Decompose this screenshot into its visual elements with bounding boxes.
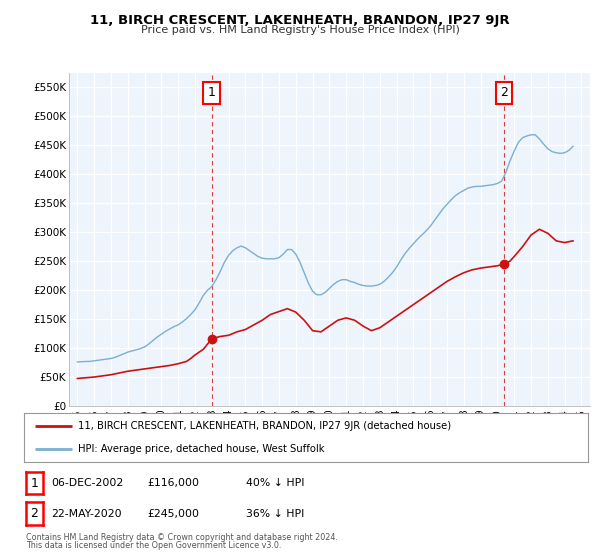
Text: 1: 1 bbox=[208, 86, 216, 99]
Text: £245,000: £245,000 bbox=[147, 508, 199, 519]
Text: 11, BIRCH CRESCENT, LAKENHEATH, BRANDON, IP27 9JR: 11, BIRCH CRESCENT, LAKENHEATH, BRANDON,… bbox=[90, 14, 510, 27]
Text: 22-MAY-2020: 22-MAY-2020 bbox=[51, 508, 122, 519]
Text: 1: 1 bbox=[30, 477, 38, 490]
Text: Contains HM Land Registry data © Crown copyright and database right 2024.: Contains HM Land Registry data © Crown c… bbox=[26, 533, 338, 542]
Text: 36% ↓ HPI: 36% ↓ HPI bbox=[246, 508, 304, 519]
Text: 06-DEC-2002: 06-DEC-2002 bbox=[51, 478, 123, 488]
Text: 11, BIRCH CRESCENT, LAKENHEATH, BRANDON, IP27 9JR (detached house): 11, BIRCH CRESCENT, LAKENHEATH, BRANDON,… bbox=[77, 421, 451, 431]
Text: 2: 2 bbox=[500, 86, 508, 99]
Text: Price paid vs. HM Land Registry's House Price Index (HPI): Price paid vs. HM Land Registry's House … bbox=[140, 25, 460, 35]
Text: £116,000: £116,000 bbox=[147, 478, 199, 488]
Text: 40% ↓ HPI: 40% ↓ HPI bbox=[246, 478, 305, 488]
Text: 2: 2 bbox=[30, 507, 38, 520]
Text: This data is licensed under the Open Government Licence v3.0.: This data is licensed under the Open Gov… bbox=[26, 541, 281, 550]
Text: HPI: Average price, detached house, West Suffolk: HPI: Average price, detached house, West… bbox=[77, 444, 324, 454]
